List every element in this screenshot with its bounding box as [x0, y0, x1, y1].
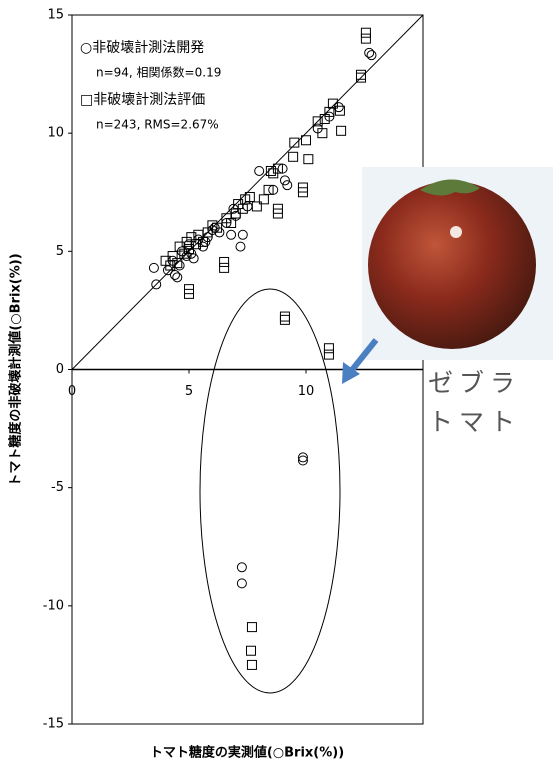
y-tick-label: 0	[56, 362, 64, 377]
point	[246, 622, 257, 633]
y-tick-label: -5	[51, 480, 64, 495]
point	[184, 288, 194, 299]
legend-note: n=94, 相関係数=0.19	[96, 65, 221, 80]
point	[355, 72, 366, 83]
point	[334, 105, 345, 116]
x-axis-label: トマト糖度の実測値(○Brix(%))	[150, 745, 344, 761]
legend-note: n=243, RMS=2.67%	[96, 118, 219, 132]
point	[174, 260, 185, 271]
tomato-highlight	[450, 226, 462, 238]
tomato-stem	[420, 179, 480, 196]
point	[360, 27, 371, 38]
x-tick-label: 0	[68, 384, 76, 399]
point	[288, 151, 299, 162]
point	[148, 262, 159, 273]
y-axis-label: トマト糖度の非破壊計測値(○Brix(%))	[8, 253, 24, 486]
y-tick-label: 10	[47, 126, 64, 141]
point	[246, 645, 257, 656]
point	[297, 452, 308, 463]
annotation: トマト	[428, 408, 521, 437]
point	[323, 349, 334, 360]
point	[279, 311, 290, 322]
point	[317, 128, 328, 139]
point	[336, 125, 347, 136]
x-tick-label: 5	[185, 384, 193, 399]
point	[272, 208, 283, 219]
point	[303, 154, 314, 165]
point	[236, 562, 247, 573]
point	[364, 47, 375, 58]
y-tick-label: -15	[43, 717, 64, 732]
point	[235, 241, 246, 252]
point	[226, 229, 237, 240]
point	[282, 180, 293, 191]
point	[279, 314, 290, 325]
y-tick-label: -10	[43, 598, 64, 613]
point	[246, 659, 257, 670]
point	[297, 455, 308, 466]
point	[258, 194, 269, 205]
point	[301, 135, 311, 146]
point	[151, 279, 162, 290]
point	[360, 33, 371, 44]
point	[169, 269, 180, 280]
legend-entry: ○非破壊計測法開発	[80, 40, 204, 56]
point	[254, 165, 265, 176]
point	[181, 251, 192, 262]
point	[265, 165, 276, 176]
point	[219, 256, 230, 267]
point	[312, 116, 323, 127]
point	[251, 201, 262, 212]
point	[219, 262, 230, 273]
annotation: ゼブラ	[428, 369, 521, 398]
point	[327, 98, 338, 109]
tomato-photo	[368, 181, 536, 349]
point	[324, 106, 335, 117]
y-tick-label: 5	[56, 244, 64, 259]
arrow	[349, 338, 379, 372]
point	[244, 191, 255, 202]
legend-entry: □非破壊計測法評価	[80, 92, 205, 108]
arrow-head	[342, 362, 360, 384]
point	[279, 175, 290, 186]
point	[297, 187, 308, 198]
point	[172, 272, 183, 283]
point	[289, 137, 300, 148]
point	[272, 163, 283, 174]
point	[323, 343, 334, 354]
point	[172, 258, 183, 269]
point	[366, 50, 377, 61]
outlier-ellipse	[199, 288, 341, 694]
point	[263, 184, 274, 195]
point	[236, 578, 247, 589]
x-tick-label: 10	[298, 384, 315, 399]
point	[237, 229, 248, 240]
y-tick-label: 15	[47, 8, 64, 23]
point	[212, 222, 223, 233]
